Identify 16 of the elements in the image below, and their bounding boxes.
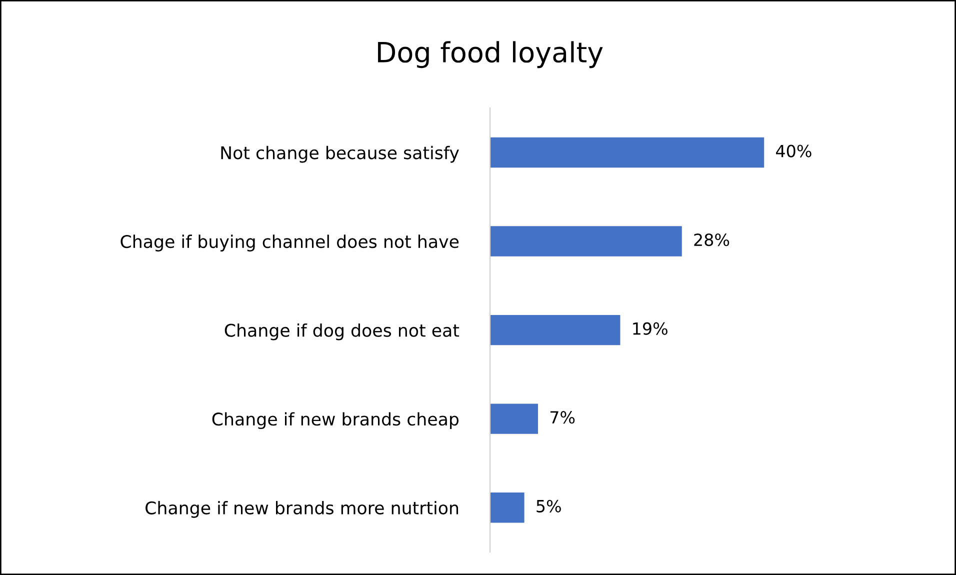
data-label: 7%	[550, 411, 575, 424]
chart-title: Dog food loyalty	[378, 41, 603, 68]
data-label: 40%	[776, 144, 812, 158]
y-tick-label: Not change because satisfy	[221, 146, 459, 163]
data-label: 5%	[536, 500, 561, 512]
y-tick-label: Change if new brands cheap	[212, 412, 459, 430]
bar	[490, 137, 764, 168]
bar	[490, 314, 620, 346]
bar	[490, 226, 682, 256]
bar	[490, 404, 538, 434]
y-tick-label: Change if new brands more nutrtion	[146, 501, 458, 518]
data-label: 19%	[633, 322, 668, 335]
data-label: 28%	[694, 234, 730, 246]
y-tick-label: Chage if buying channel does not have	[120, 234, 459, 252]
y-tick-label: Change if dog does not eat	[224, 323, 460, 340]
bar	[490, 492, 524, 523]
